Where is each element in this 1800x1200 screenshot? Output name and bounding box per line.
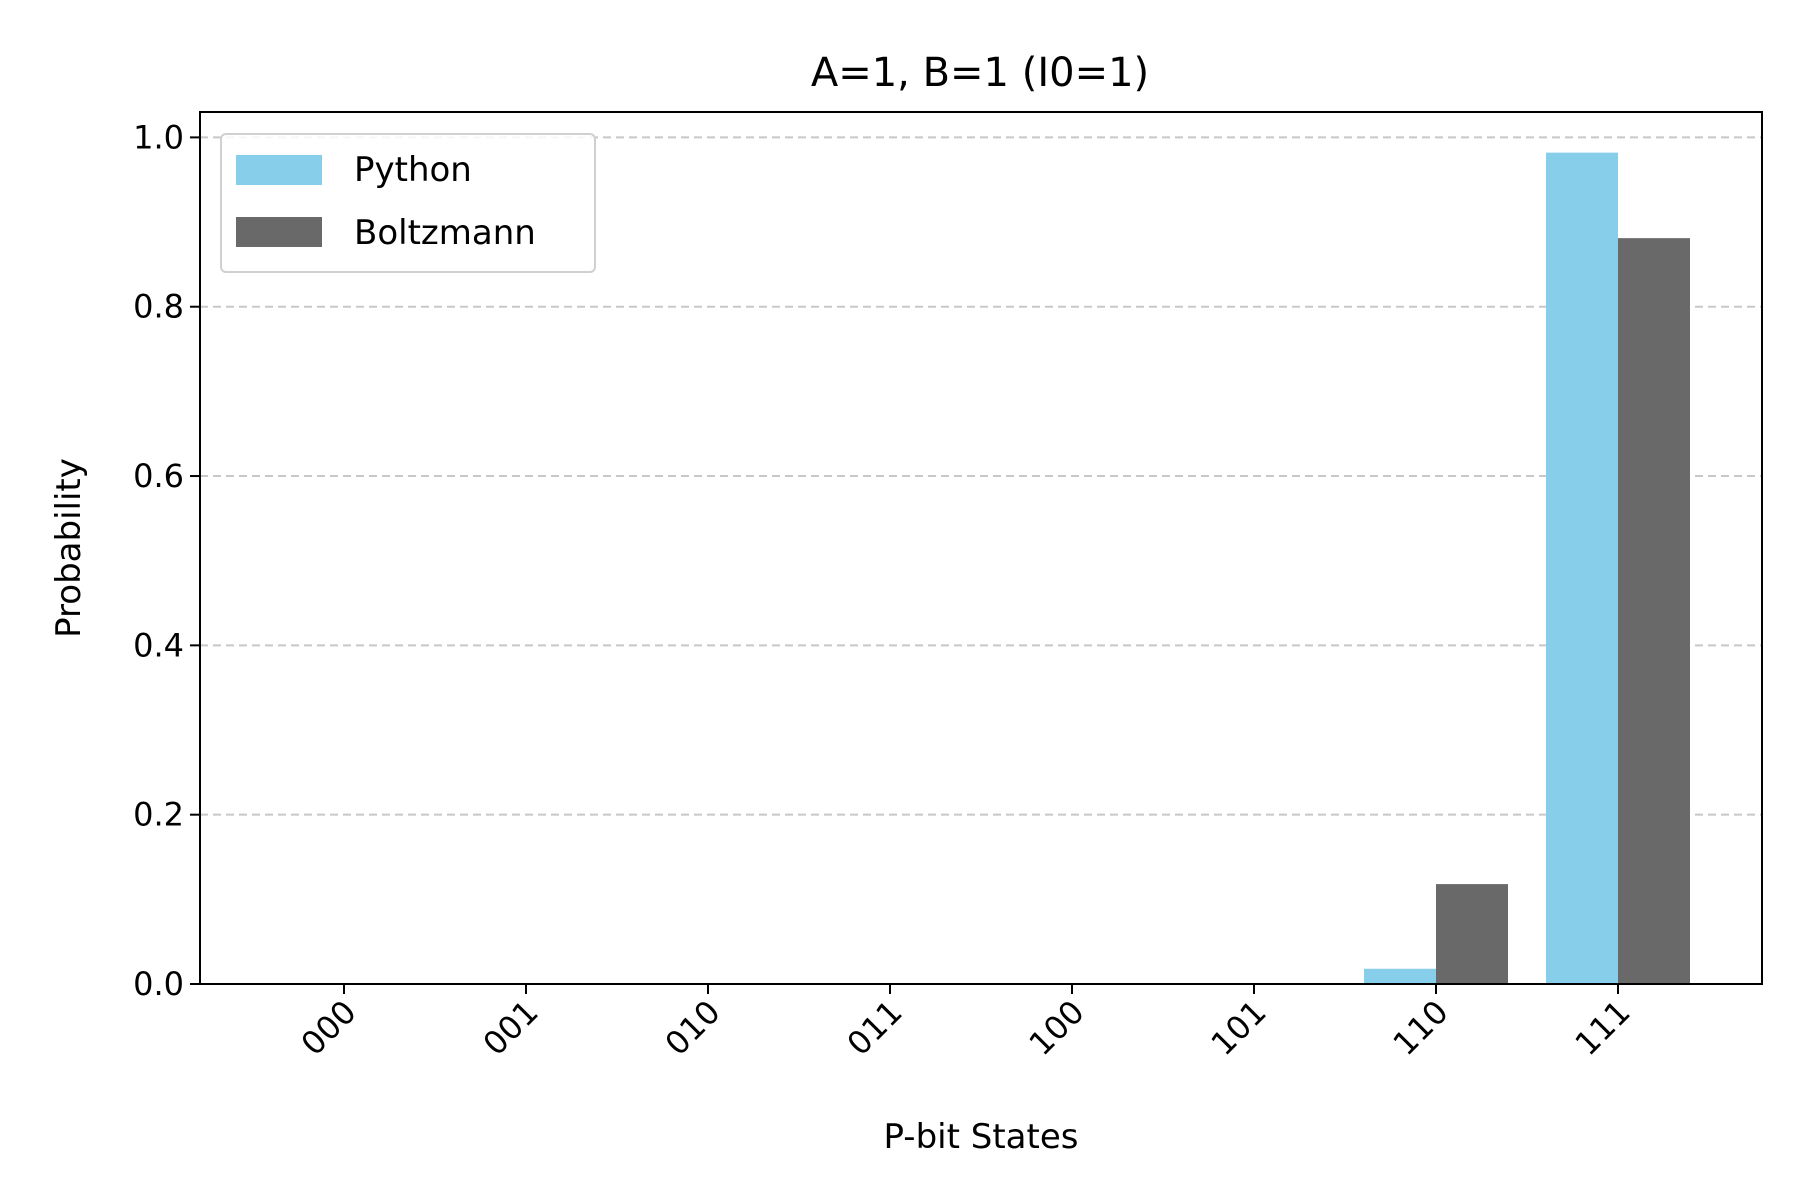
x-tick-label-111: 111 [1568,993,1638,1063]
bar-boltzmann-111 [1618,238,1690,985]
legend-label-python: Python [354,150,472,190]
y-tick-label-1: 0.2 [133,796,184,834]
y-tick-label-0: 0.0 [133,965,184,1003]
y-axis-label: Probability [49,458,89,638]
legend-swatch-boltzmann [236,217,322,247]
y-tick-label-3: 0.6 [133,457,184,495]
x-tick-label-000: 000 [294,993,364,1063]
y-tick-label-4: 0.8 [133,288,184,326]
bar-python-110 [1364,968,1436,984]
legend-swatch-python [236,155,322,185]
plot-frame [199,111,1763,985]
chart-title: A=1, B=1 (I0=1) [811,50,1149,96]
bars [1364,152,1690,985]
legend-label-boltzmann: Boltzmann [354,213,536,253]
x-tick-label-100: 100 [1022,993,1092,1063]
y-axis: 0.0 0.2 0.4 0.6 0.8 1.0 [133,118,200,1003]
bar-python-111 [1546,152,1618,984]
y-tick-label-5: 1.0 [133,118,184,156]
x-tick-label-010: 010 [658,993,728,1063]
x-tick-label-011: 011 [840,993,910,1063]
x-axis: 000 001 010 011 100 101 110 111 [294,984,1638,1063]
x-tick-label-101: 101 [1204,993,1274,1063]
bar-boltzmann-110 [1436,884,1508,984]
legend: Python Boltzmann [220,133,596,273]
x-tick-label-110: 110 [1386,993,1456,1063]
x-tick-label-001: 001 [476,993,546,1063]
y-tick-label-2: 0.4 [133,626,184,664]
x-axis-label: P-bit States [884,1117,1079,1157]
